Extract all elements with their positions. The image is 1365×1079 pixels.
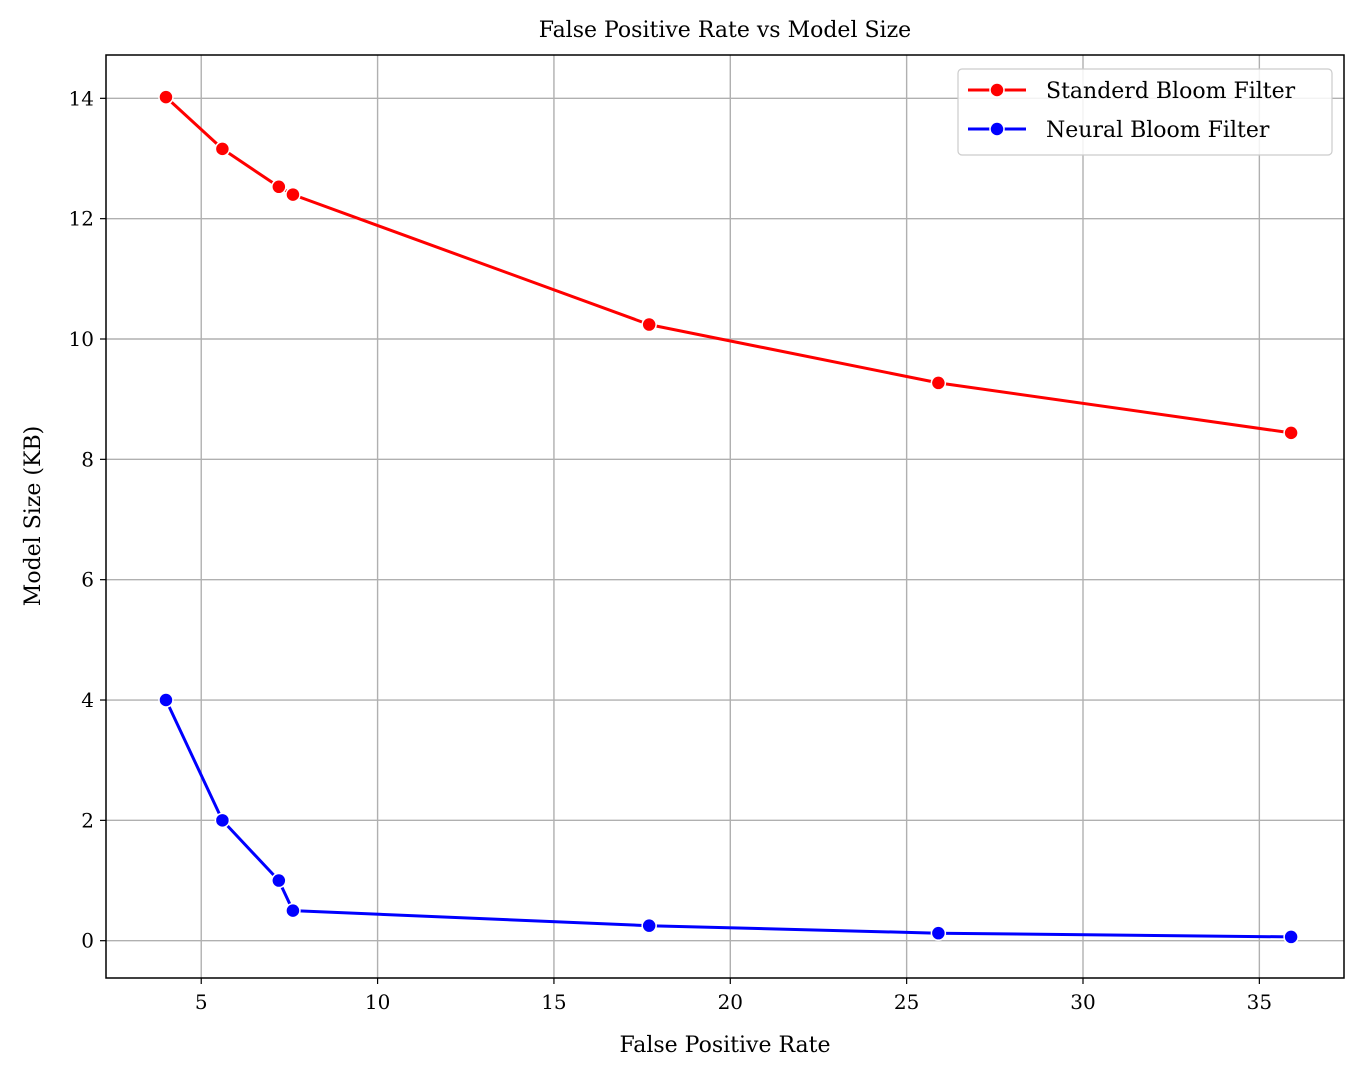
data-point <box>271 179 287 195</box>
x-tick-label: 10 <box>365 990 390 1014</box>
data-point <box>930 375 947 391</box>
y-tick-label: 2 <box>81 808 94 832</box>
legend-swatch-marker <box>989 82 1005 98</box>
data-point <box>1283 425 1299 441</box>
legend-swatch-marker <box>989 121 1005 137</box>
series-2 <box>158 692 1299 945</box>
y-tick-label: 10 <box>69 327 94 351</box>
series-1 <box>158 89 1299 441</box>
y-tick-label: 14 <box>69 86 94 110</box>
legend-label: Standerd Bloom Filter <box>1046 79 1296 104</box>
data-point <box>285 186 301 203</box>
series-line <box>164 699 1292 939</box>
x-tick-label: 20 <box>718 990 743 1014</box>
data-point <box>641 917 657 934</box>
data-point <box>930 925 947 941</box>
y-axis-label: Model Size (KB) <box>21 426 46 606</box>
x-tick-label: 5 <box>195 990 208 1014</box>
data-point <box>641 316 657 333</box>
data-point <box>214 141 231 157</box>
legend-box <box>957 68 1333 156</box>
x-tick-label: 25 <box>894 990 919 1014</box>
data-point <box>158 89 174 105</box>
data-point <box>158 692 174 708</box>
y-tick-label: 8 <box>81 447 94 471</box>
legend-item: Standerd Bloom Filter <box>968 79 1296 104</box>
legend-item: Neural Bloom Filter <box>968 118 1270 143</box>
y-tick-label: 0 <box>81 929 94 953</box>
y-tick-label: 4 <box>81 688 94 712</box>
legend: Standerd Bloom Filter Neural Bloom Filter <box>957 68 1333 156</box>
chart-title: False Positive Rate vs Model Size <box>539 18 911 43</box>
data-point <box>1283 929 1299 945</box>
x-tick-label: 15 <box>541 990 566 1014</box>
plot-frame <box>105 54 1345 979</box>
data-point <box>285 902 301 919</box>
data-point <box>271 872 287 889</box>
legend-label: Neural Bloom Filter <box>1046 118 1270 143</box>
x-axis: 5 10 15 20 25 30 35 <box>195 978 1272 1014</box>
x-tick-label: 35 <box>1247 990 1272 1014</box>
y-axis: 0 2 4 6 8 10 12 14 <box>69 86 106 953</box>
data-point <box>214 812 231 829</box>
series-group <box>158 89 1299 945</box>
x-axis-label: False Positive Rate <box>619 1033 830 1058</box>
y-tick-label: 12 <box>69 207 94 231</box>
x-tick-label: 30 <box>1070 990 1095 1014</box>
y-tick-label: 6 <box>81 568 94 592</box>
